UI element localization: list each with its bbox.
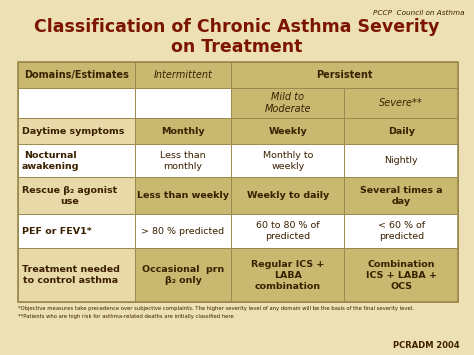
Text: Persistent: Persistent <box>317 70 373 80</box>
Text: *Objective measures take precedence over subjective complaints. The higher sever: *Objective measures take precedence over… <box>18 306 414 311</box>
Text: Occasional  prn
β₂ only: Occasional prn β₂ only <box>142 265 224 285</box>
Text: PCRADM 2004: PCRADM 2004 <box>393 341 460 350</box>
Bar <box>18 62 458 302</box>
Bar <box>18 118 135 144</box>
Bar <box>135 62 231 88</box>
Bar <box>18 178 135 214</box>
Text: Nocturnal
awakening: Nocturnal awakening <box>22 151 80 171</box>
Bar <box>231 118 345 144</box>
Bar <box>18 248 135 302</box>
Text: on Treatment: on Treatment <box>171 38 303 56</box>
Bar <box>231 248 345 302</box>
Bar <box>231 214 345 248</box>
Bar <box>231 62 458 88</box>
Text: PEF or FEV1*: PEF or FEV1* <box>22 226 92 235</box>
Bar <box>135 88 231 118</box>
Bar <box>231 178 345 214</box>
Text: Daytime symptoms: Daytime symptoms <box>22 127 124 136</box>
Bar <box>345 144 458 178</box>
Text: Daily: Daily <box>388 127 415 136</box>
Bar <box>345 88 458 118</box>
Bar <box>18 88 135 118</box>
Text: < 60 % of
predicted: < 60 % of predicted <box>378 221 425 241</box>
Text: Treatment needed
to control asthma: Treatment needed to control asthma <box>22 265 120 285</box>
Text: > 80 % predicted: > 80 % predicted <box>141 226 225 235</box>
Text: Rescue β₂ agonist
use: Rescue β₂ agonist use <box>22 186 117 206</box>
Text: Regular ICS +
LABA
combination: Regular ICS + LABA combination <box>251 260 325 291</box>
Text: Severe**: Severe** <box>379 98 423 108</box>
Text: Domains/Estimates: Domains/Estimates <box>24 70 129 80</box>
Text: Combination
ICS + LABA +
OCS: Combination ICS + LABA + OCS <box>366 260 437 291</box>
Bar <box>135 248 231 302</box>
Bar <box>231 144 345 178</box>
Text: Mild to
Moderate: Mild to Moderate <box>264 92 311 114</box>
Bar <box>18 144 135 178</box>
Bar <box>135 214 231 248</box>
Text: PCCP  Council on Asthma: PCCP Council on Asthma <box>374 10 465 16</box>
Text: Monthly to
weekly: Monthly to weekly <box>263 151 313 171</box>
Text: Less than
monthly: Less than monthly <box>160 151 206 171</box>
Bar <box>18 62 135 88</box>
Bar <box>135 178 231 214</box>
Bar <box>345 178 458 214</box>
Text: Monthly: Monthly <box>161 127 205 136</box>
Bar <box>345 248 458 302</box>
Text: Several times a
day: Several times a day <box>360 186 443 206</box>
Text: Intermittent: Intermittent <box>154 70 212 80</box>
Text: Nightly: Nightly <box>384 156 418 165</box>
Text: Classification of Chronic Asthma Severity: Classification of Chronic Asthma Severit… <box>34 18 440 36</box>
Text: **Patients who are high risk for asthma-related deaths are initially classified : **Patients who are high risk for asthma-… <box>18 314 234 319</box>
Text: Weekly: Weekly <box>269 127 307 136</box>
Text: 60 to 80 % of
predicted: 60 to 80 % of predicted <box>256 221 320 241</box>
Bar <box>345 214 458 248</box>
Text: Less than weekly: Less than weekly <box>137 191 229 200</box>
Bar <box>231 88 345 118</box>
Bar <box>135 144 231 178</box>
Bar <box>345 118 458 144</box>
Bar <box>135 118 231 144</box>
Bar <box>18 214 135 248</box>
Text: Weekly to daily: Weekly to daily <box>247 191 329 200</box>
